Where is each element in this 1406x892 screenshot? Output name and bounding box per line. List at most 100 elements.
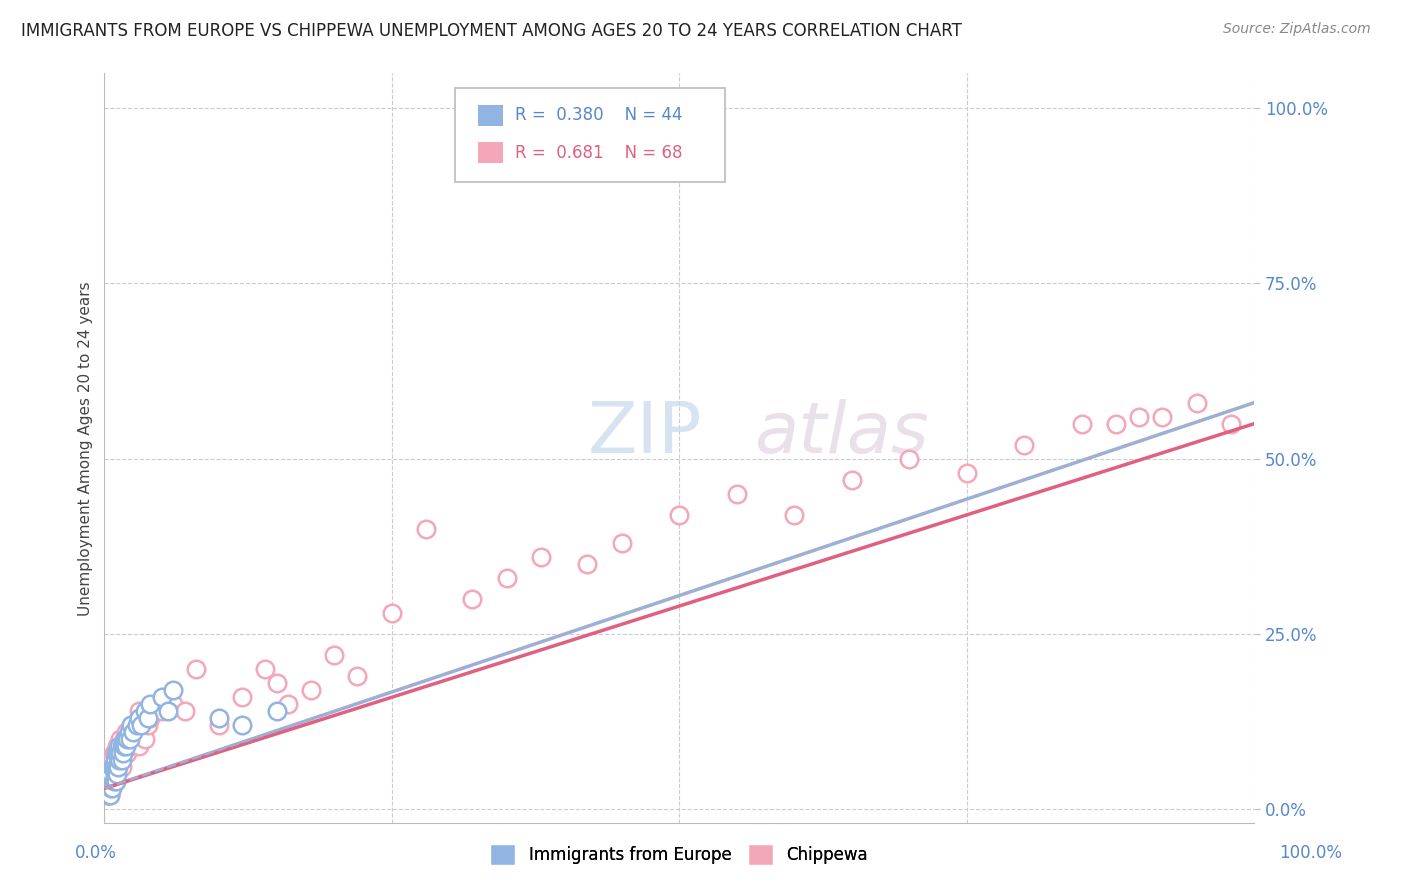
Point	[1070, 417, 1092, 431]
Point	[139, 698, 162, 712]
Text: R =  0.681    N = 68: R = 0.681 N = 68	[515, 144, 682, 161]
Point	[112, 732, 135, 747]
Legend: Immigrants from Europe, Chippewa: Immigrants from Europe, Chippewa	[484, 838, 875, 871]
Point	[104, 753, 127, 767]
Point	[120, 718, 142, 732]
Point	[208, 711, 231, 725]
Point	[495, 571, 517, 585]
Point	[150, 690, 173, 705]
Point	[136, 718, 159, 732]
Point	[101, 781, 124, 796]
Text: R =  0.380    N = 44: R = 0.380 N = 44	[515, 106, 682, 124]
Point	[266, 676, 288, 690]
Point	[117, 747, 139, 761]
Point	[107, 747, 129, 761]
Point	[103, 747, 125, 761]
Point	[162, 698, 184, 712]
Point	[134, 704, 156, 718]
Point	[103, 774, 125, 789]
Text: atlas: atlas	[754, 399, 929, 467]
Point	[98, 767, 121, 781]
Point	[108, 753, 131, 767]
Text: IMMIGRANTS FROM EUROPE VS CHIPPEWA UNEMPLOYMENT AMONG AGES 20 TO 24 YEARS CORREL: IMMIGRANTS FROM EUROPE VS CHIPPEWA UNEMP…	[21, 22, 962, 40]
Point	[841, 473, 863, 487]
Point	[128, 711, 150, 725]
Point	[128, 739, 150, 754]
Point	[107, 747, 129, 761]
Point	[118, 732, 141, 747]
Point	[231, 718, 253, 732]
Point	[100, 760, 122, 774]
Point	[128, 704, 150, 718]
Point	[956, 466, 979, 480]
Point	[162, 683, 184, 698]
Point	[381, 606, 404, 620]
Point	[1185, 395, 1208, 409]
Text: ZIP: ZIP	[588, 399, 702, 467]
Point	[104, 767, 127, 781]
Point	[104, 747, 127, 761]
Point	[576, 557, 599, 571]
Point	[150, 704, 173, 718]
Point	[110, 747, 132, 761]
Point	[1128, 409, 1150, 424]
Point	[1014, 438, 1036, 452]
Point	[124, 725, 146, 739]
Text: 100.0%: 100.0%	[1279, 844, 1341, 862]
Point	[114, 739, 136, 754]
Point	[111, 739, 134, 754]
Point	[101, 774, 124, 789]
Point	[107, 760, 129, 774]
Y-axis label: Unemployment Among Ages 20 to 24 years: Unemployment Among Ages 20 to 24 years	[79, 281, 93, 615]
Point	[111, 739, 134, 754]
Point	[115, 725, 138, 739]
Point	[122, 732, 145, 747]
Point	[104, 747, 127, 761]
Point	[129, 718, 152, 732]
Point	[122, 725, 145, 739]
Point	[105, 760, 128, 774]
Point	[112, 739, 135, 754]
Point	[104, 774, 127, 789]
Text: Source: ZipAtlas.com: Source: ZipAtlas.com	[1223, 22, 1371, 37]
Point	[110, 732, 132, 747]
Point	[117, 732, 139, 747]
Point	[105, 739, 128, 754]
Point	[115, 739, 138, 754]
Point	[111, 760, 134, 774]
Point	[98, 774, 121, 789]
Point	[117, 725, 139, 739]
Point	[117, 732, 139, 747]
Point	[101, 760, 124, 774]
FancyBboxPatch shape	[456, 88, 725, 182]
Point	[114, 732, 136, 747]
Point	[111, 747, 134, 761]
Point	[103, 760, 125, 774]
Point	[323, 648, 346, 662]
Point	[898, 451, 921, 466]
FancyBboxPatch shape	[478, 142, 503, 163]
Point	[108, 753, 131, 767]
Point	[346, 669, 368, 683]
Point	[98, 781, 121, 796]
Point	[134, 732, 156, 747]
Point	[783, 508, 806, 522]
Point	[97, 789, 120, 803]
Point	[173, 704, 195, 718]
Point	[530, 549, 553, 564]
Point	[108, 739, 131, 754]
Point	[104, 774, 127, 789]
Point	[97, 789, 120, 803]
Point	[98, 789, 121, 803]
Point	[120, 718, 142, 732]
Point	[668, 508, 690, 522]
Point	[100, 781, 122, 796]
Point	[1220, 417, 1243, 431]
Point	[208, 718, 231, 732]
Point	[610, 536, 633, 550]
Point	[277, 698, 299, 712]
Point	[1105, 417, 1128, 431]
Point	[156, 704, 179, 718]
Point	[101, 753, 124, 767]
Point	[111, 753, 134, 767]
